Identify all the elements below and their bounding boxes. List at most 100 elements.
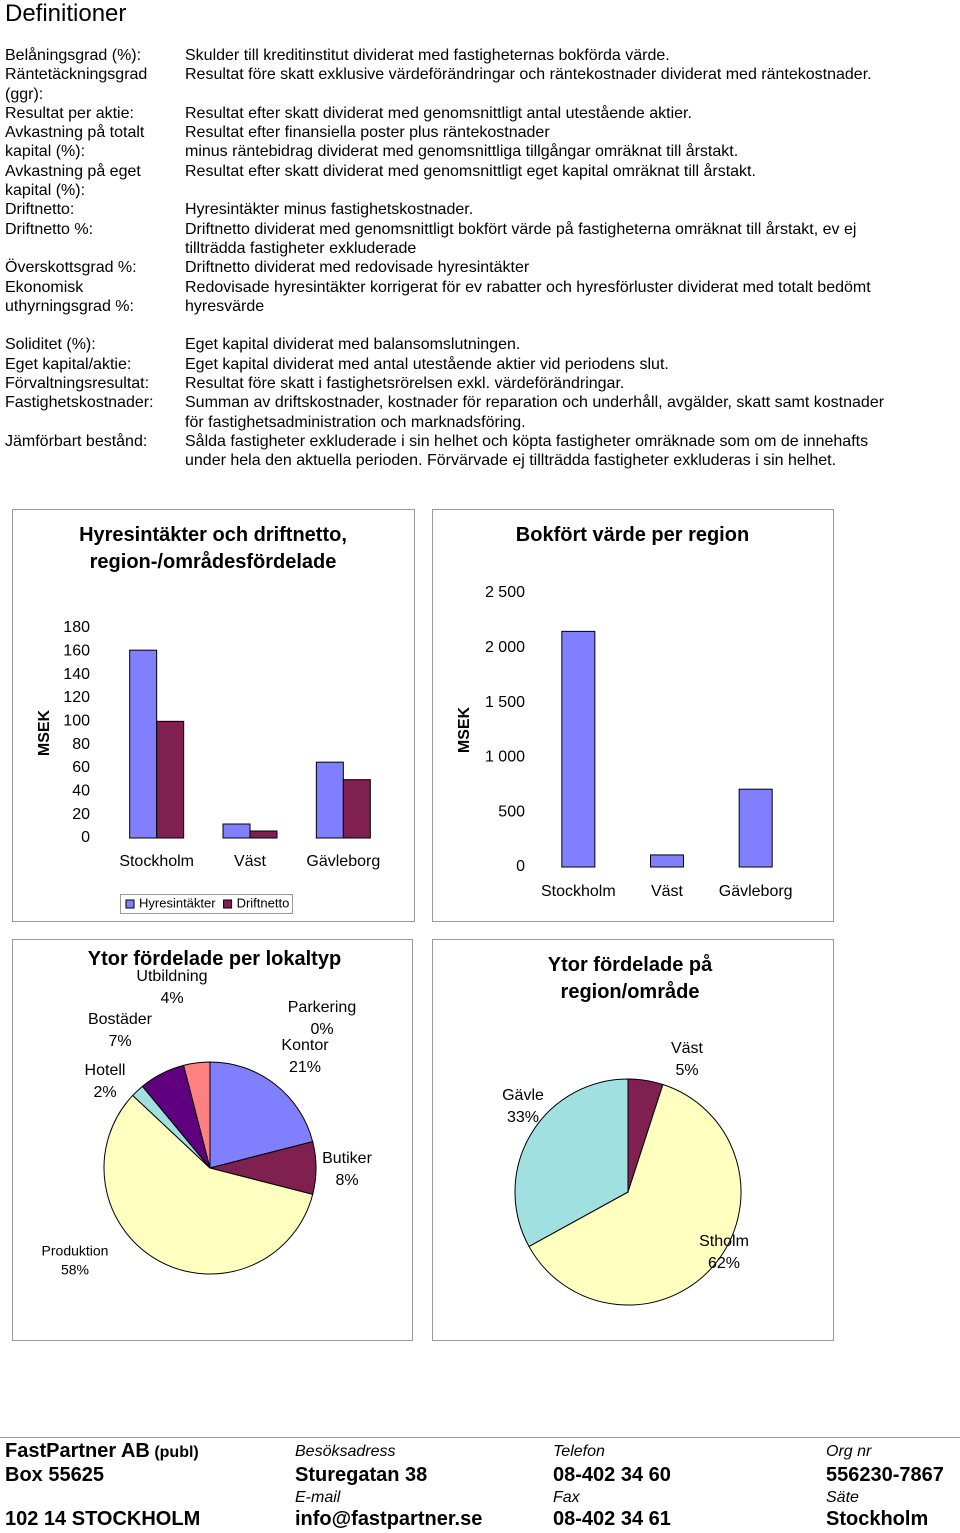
definition-line: Resultat före skatt i fastighetsrörelsen… [185, 375, 625, 393]
y-tick-label: 0 [81, 829, 90, 846]
slice-value-label: 33% [507, 1109, 539, 1126]
definition-line: Hyresintäkter minus fastighetskostnader. [185, 201, 474, 219]
y-tick-label: 120 [63, 689, 90, 706]
definition-text: Summan av driftskostnader, kostnader för… [185, 393, 884, 432]
definition-row: Avkastning på totalt kapital (%): Resulta… [5, 123, 955, 162]
definition-line: under hela den aktuella perioden. Förvär… [185, 452, 837, 470]
postal-city: 102 14 STOCKHOLM [5, 1508, 201, 1530]
y-tick-label: 2 000 [485, 639, 525, 656]
y-tick-label: 2 500 [485, 584, 525, 601]
definition-text: Hyresintäkter minus fastighetskostnader. [185, 200, 473, 219]
x-tick-label: Gävleborg [306, 853, 380, 870]
definition-row: Driftnetto %: Driftnetto dividerat med ge… [5, 220, 955, 259]
definition-row: Driftnetto: Hyresintäkter minus fastighet… [5, 200, 955, 219]
definition-line: Resultat efter finansiella poster plus r… [185, 124, 550, 142]
definition-line: Skulder till kreditinstitut dividerat me… [185, 47, 670, 64]
seat: Stockholm [826, 1508, 929, 1530]
x-tick-label: Stockholm [541, 883, 616, 900]
definition-line: Eget kapital dividerat med antal uteståe… [185, 355, 669, 373]
chart-frame [432, 509, 834, 922]
definition-text: Eget kapital dividerat med antal uteståe… [185, 355, 669, 374]
y-tick-label: 0 [516, 858, 525, 875]
definition-row: Fastighetskostnader: Summan av driftskost… [5, 393, 955, 432]
definition-line: Resultat efter skatt dividerat med genom… [185, 104, 692, 122]
pie-slice [209, 1061, 314, 1169]
definition-row: Belåningsgrad (%): Skulder till kreditins… [5, 46, 955, 65]
bar [650, 854, 684, 868]
definition-line: Summan av driftskostnader, kostnader för… [185, 394, 885, 412]
definitions: Belåningsgrad (%): Skulder till kreditins… [5, 46, 955, 471]
definition-line: Driftnetto dividerat med redovisade hyre… [185, 259, 530, 277]
definition-line: minus räntebidrag dividerat med genomsni… [185, 143, 739, 161]
visit-label: Besöksadress [295, 1443, 396, 1460]
definition-text: Resultat efter finansiella poster plus r… [185, 123, 738, 162]
legend-swatch [223, 899, 233, 909]
postal-box: Box 55625 [5, 1464, 104, 1486]
definition-text: Eget kapital dividerat med balansomslutn… [185, 335, 520, 354]
definition-text: Sålda fastigheter exkluderade i sin helh… [185, 432, 868, 471]
slice-label: Gävle [502, 1087, 544, 1104]
definition-text: Redovisade hyresintäkter korrigerat för … [185, 278, 871, 317]
company-name: FastPartner AB [5, 1440, 150, 1462]
definition-row: Soliditet (%): Eget kapital dividerat med… [5, 335, 955, 354]
definition-term: Jämförbart bestånd: [5, 432, 148, 450]
definition-line: Eget kapital dividerat med balansomslutn… [185, 336, 521, 354]
definition-term: Resultat per aktie: [5, 104, 134, 122]
definition-line: Resultat före skatt exklusive värdeförän… [185, 66, 872, 84]
slice-label: Kontor [281, 1037, 329, 1054]
slice-label: Butiker [322, 1150, 372, 1167]
slice-value-label: 2% [93, 1084, 116, 1101]
page-title: Definitioner [5, 0, 127, 27]
definition-row: Jämförbart bestånd: Sålda fastigheter exk… [5, 432, 955, 471]
definition-line: för fastighetsadministration och marknad… [185, 413, 526, 431]
y-tick-label: 1 500 [485, 694, 525, 711]
y-tick-label: 40 [72, 783, 90, 800]
definition-term: Avkastning på totalt kapital (%): [5, 124, 145, 161]
chart-title: Bokfört värde per region [515, 524, 750, 546]
definition-row: Överskottsgrad %: Driftnetto dividerat me… [5, 258, 955, 277]
slice-value-label: 21% [289, 1059, 321, 1076]
pie-slice [103, 1094, 314, 1275]
slice-label: Stholm [699, 1233, 749, 1250]
chart-title: Hyresintäkter och driftnetto, region-/om… [79, 524, 347, 573]
slice-label: Bostäder [88, 1011, 153, 1028]
visit-address: Sturegatan 38 [295, 1464, 428, 1486]
pie-slice [514, 1078, 629, 1248]
definition-text: Driftnetto dividerat med genomsnittligt … [185, 220, 856, 259]
definition-term: Belåningsgrad (%): [5, 47, 142, 64]
chart-frame [12, 939, 413, 1341]
email: info@fastpartner.se [295, 1508, 483, 1530]
slice-label: Parkering [288, 999, 356, 1016]
x-tick-label: Väst [234, 853, 267, 870]
definition-term: Räntetäckningsgrad (ggr): [5, 66, 148, 103]
x-tick-label: Stockholm [119, 853, 194, 870]
definition-row: Eget kapital/aktie: Eget kapital dividera… [5, 355, 955, 374]
slice-value-label: 8% [335, 1172, 358, 1189]
bar [222, 823, 251, 839]
x-tick-label: Väst [651, 883, 684, 900]
seat-label: Säte [826, 1489, 859, 1506]
y-tick-label: 180 [63, 619, 90, 636]
fax: 08-402 34 61 [553, 1508, 671, 1530]
y-axis-label: MSEK [456, 706, 473, 753]
slice-value-label: 62% [708, 1255, 740, 1272]
slice-value-label: 5% [675, 1062, 698, 1079]
definition-term: Fastighetskostnader: [5, 394, 154, 412]
definition-term: Förvaltningsresultat: [5, 375, 150, 393]
y-tick-label: 20 [72, 806, 90, 823]
slice-label: Utbildning [136, 968, 207, 985]
phone-label: Telefon [553, 1443, 605, 1460]
chart-frame [12, 509, 415, 922]
legend-box [120, 894, 293, 914]
definition-line: Redovisade hyresintäkter korrigerat för … [185, 278, 871, 296]
slice-label: Hotell [85, 1062, 126, 1079]
org-number: 556230-7867 [826, 1464, 944, 1486]
chart-title: Ytor fördelade per lokaltyp [87, 948, 342, 970]
company: FastPartner AB (publ) [5, 1440, 199, 1463]
definition-text: Resultat före skatt i fastighetsrörelsen… [185, 374, 624, 393]
slice-value-label: 0% [310, 1021, 333, 1038]
chart-title: Ytor fördelade på region/område [547, 954, 713, 1003]
slice-label: Produktion [42, 1243, 109, 1259]
definition-row: Räntetäckningsgrad (ggr): Resultat före s… [5, 65, 955, 104]
